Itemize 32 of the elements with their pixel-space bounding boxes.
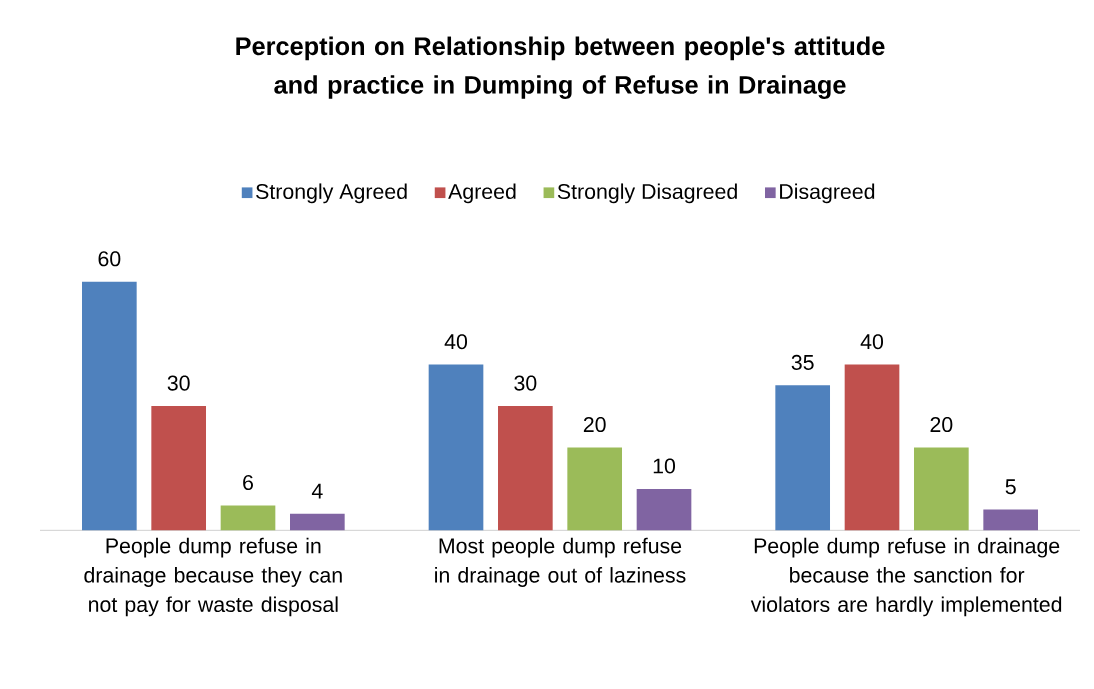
bar <box>914 447 969 531</box>
bar <box>567 447 623 531</box>
x-tick-label: People dump refuse in drainage because the sanction for violators are hardly implemented <box>750 537 1062 617</box>
bar <box>220 505 276 531</box>
legend-label: Agreed <box>448 183 516 204</box>
data-label: 20 <box>930 417 953 433</box>
bar <box>498 406 553 531</box>
legend-label: Strongly Disagreed <box>557 183 737 204</box>
legend-label: Disagreed <box>780 183 875 204</box>
bar <box>636 488 692 531</box>
data-label: 40 <box>444 334 468 350</box>
bar <box>290 513 345 531</box>
data-label: 4 <box>311 483 323 499</box>
data-label: 5 <box>1005 479 1016 495</box>
bar <box>428 364 484 531</box>
bar <box>151 406 207 531</box>
data-label: 10 <box>653 458 676 474</box>
bar <box>82 281 137 531</box>
data-label: 35 <box>791 354 814 370</box>
legend-label: Strongly Agreed <box>256 183 407 204</box>
data-label: 40 <box>860 334 884 350</box>
data-label: 20 <box>583 417 606 433</box>
bar <box>775 385 831 531</box>
data-label: 60 <box>98 251 121 267</box>
bar <box>844 364 900 531</box>
x-tick-label: People dump refuse in drainage because they can not pay for waste disposal <box>84 537 342 617</box>
data-label: 30 <box>514 375 537 391</box>
data-label: 6 <box>243 475 253 491</box>
chart-title: Perception on Relationship between people's attitude and practice in Dumping of Refuse in Drainage <box>236 36 885 99</box>
bar <box>983 509 1039 531</box>
x-tick-label: Most people dump refuse in drainage out of laziness <box>435 537 686 587</box>
data-label: 30 <box>167 375 190 391</box>
